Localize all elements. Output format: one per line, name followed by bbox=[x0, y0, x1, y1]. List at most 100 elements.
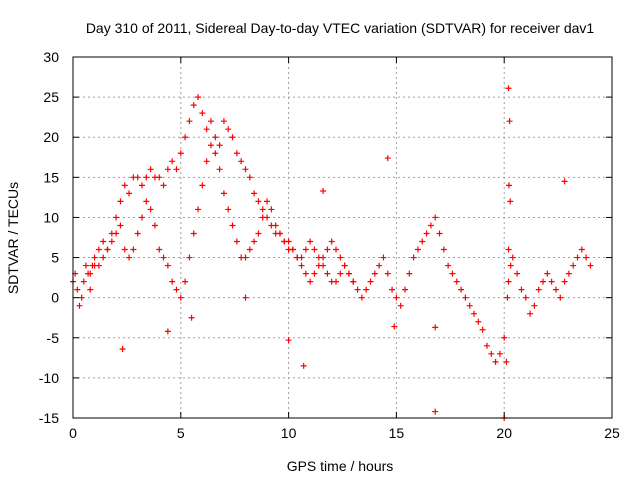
data-point bbox=[535, 286, 542, 293]
data-point bbox=[134, 174, 141, 181]
data-point bbox=[324, 246, 331, 253]
axis-ticks: 0 5 10 15 20 25 -15 -10 -5 0 5 10 15 20 25 30 bbox=[39, 49, 620, 441]
data-point bbox=[169, 278, 176, 285]
data-point bbox=[458, 286, 465, 293]
data-point bbox=[389, 286, 396, 293]
data-point bbox=[143, 174, 150, 181]
data-point bbox=[311, 246, 318, 253]
y-tick-label: 15 bbox=[43, 169, 59, 185]
data-point bbox=[130, 246, 137, 253]
data-point bbox=[514, 270, 521, 277]
data-point bbox=[251, 190, 258, 197]
data-point bbox=[100, 238, 107, 245]
data-point bbox=[406, 270, 413, 277]
data-point bbox=[233, 238, 240, 245]
data-point bbox=[242, 294, 249, 301]
data-point bbox=[138, 214, 145, 221]
data-point bbox=[91, 254, 98, 261]
data-point bbox=[74, 286, 81, 293]
data-point bbox=[285, 238, 292, 245]
data-point bbox=[268, 206, 275, 213]
data-point bbox=[333, 246, 340, 253]
data-point bbox=[449, 270, 456, 277]
x-tick-label: 15 bbox=[389, 425, 405, 441]
data-point bbox=[229, 134, 236, 141]
data-point bbox=[117, 198, 124, 205]
y-tick-label: 30 bbox=[43, 49, 59, 65]
data-point bbox=[242, 166, 249, 173]
data-point bbox=[169, 158, 176, 165]
data-point bbox=[199, 182, 206, 189]
data-point bbox=[475, 318, 482, 325]
data-point bbox=[242, 254, 249, 261]
data-point bbox=[320, 254, 327, 261]
data-point bbox=[195, 206, 202, 213]
y-axis-label: SDTVAR / TECUs bbox=[5, 182, 21, 294]
data-point bbox=[358, 294, 365, 301]
data-point bbox=[82, 262, 89, 269]
data-point bbox=[177, 150, 184, 157]
data-point bbox=[496, 350, 503, 357]
data-point bbox=[87, 270, 94, 277]
data-point bbox=[311, 270, 318, 277]
data-point bbox=[246, 174, 253, 181]
data-point bbox=[190, 230, 197, 237]
data-point bbox=[371, 270, 378, 277]
data-point bbox=[548, 278, 555, 285]
data-point bbox=[363, 286, 370, 293]
data-point bbox=[177, 294, 184, 301]
data-point bbox=[565, 270, 572, 277]
data-point bbox=[225, 206, 232, 213]
y-tick-label: -5 bbox=[47, 330, 60, 346]
data-point bbox=[216, 142, 223, 149]
data-point bbox=[367, 278, 374, 285]
data-point bbox=[527, 310, 534, 317]
data-point bbox=[540, 278, 547, 285]
data-point bbox=[509, 254, 516, 261]
data-point bbox=[462, 294, 469, 301]
data-point bbox=[117, 222, 124, 229]
data-point bbox=[505, 246, 512, 253]
data-point bbox=[216, 166, 223, 173]
data-point bbox=[384, 155, 391, 162]
y-tick-label: -15 bbox=[39, 410, 59, 426]
series-dav1-outliers bbox=[119, 85, 568, 421]
data-point bbox=[507, 262, 514, 269]
data-point bbox=[302, 246, 309, 253]
data-point bbox=[503, 358, 510, 365]
data-point bbox=[328, 238, 335, 245]
data-point bbox=[393, 294, 400, 301]
data-point bbox=[121, 182, 128, 189]
data-point bbox=[113, 230, 120, 237]
y-tick-label: -10 bbox=[39, 370, 59, 386]
x-axis-label: GPS time / hours bbox=[287, 458, 394, 474]
data-point bbox=[505, 85, 512, 92]
data-point bbox=[160, 254, 167, 261]
data-point bbox=[100, 254, 107, 261]
data-point bbox=[302, 270, 309, 277]
data-point bbox=[151, 222, 158, 229]
data-point bbox=[587, 262, 594, 269]
x-tick-label: 10 bbox=[281, 425, 297, 441]
data-point bbox=[427, 222, 434, 229]
data-point bbox=[466, 302, 473, 309]
data-point bbox=[432, 408, 439, 415]
data-point bbox=[113, 214, 120, 221]
x-tick-label: 5 bbox=[177, 425, 185, 441]
data-point bbox=[143, 198, 150, 205]
data-point bbox=[561, 278, 568, 285]
data-point bbox=[121, 246, 128, 253]
data-point bbox=[504, 294, 511, 301]
data-point bbox=[246, 246, 253, 253]
data-point bbox=[307, 238, 314, 245]
data-point bbox=[78, 294, 85, 301]
data-point bbox=[95, 246, 102, 253]
data-point bbox=[182, 278, 189, 285]
data-point bbox=[203, 126, 210, 133]
data-point bbox=[561, 178, 568, 185]
data-point bbox=[212, 134, 219, 141]
data-point bbox=[173, 286, 180, 293]
data-point bbox=[134, 230, 141, 237]
data-point bbox=[264, 198, 271, 205]
data-point bbox=[160, 182, 167, 189]
